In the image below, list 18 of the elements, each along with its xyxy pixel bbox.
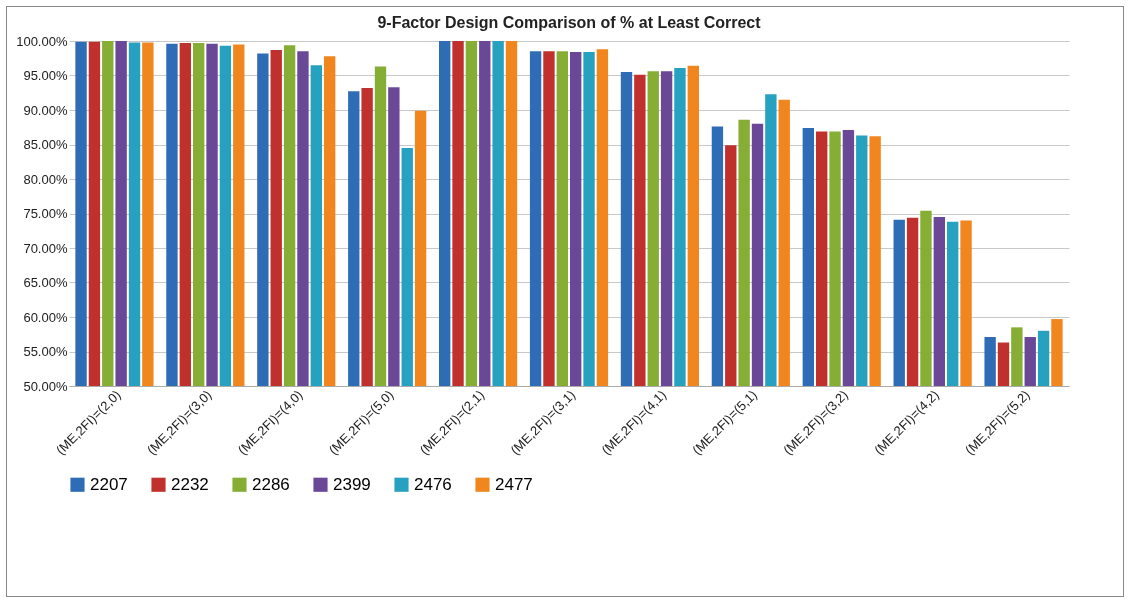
y-tick-label: 60.00% — [23, 309, 68, 325]
y-tick-label: 55.00% — [23, 344, 68, 359]
y-tick-label: 85.00% — [23, 137, 68, 152]
y-tick-label: 80.00% — [23, 171, 68, 187]
y-tick-label: 70.00% — [23, 240, 68, 256]
legend-label: 2477 — [495, 474, 533, 494]
legend-label: 2476 — [414, 474, 452, 494]
legend-label: 2232 — [171, 474, 209, 494]
y-tick-label: 50.00% — [23, 378, 68, 394]
legend-label: 2207 — [90, 474, 128, 494]
y-tick-label: 95.00% — [23, 68, 68, 83]
y-tick-label: 90.00% — [23, 102, 68, 118]
y-tick-label: 75.00% — [23, 206, 68, 221]
chart-title: 9-Factor Design Comparison of % at Least Correct — [377, 14, 762, 31]
y-tick-label: 100.00% — [16, 33, 68, 49]
y-tick-label: 65.00% — [23, 275, 68, 290]
legend-label: 2399 — [333, 474, 371, 494]
legend-label: 2286 — [252, 474, 290, 494]
